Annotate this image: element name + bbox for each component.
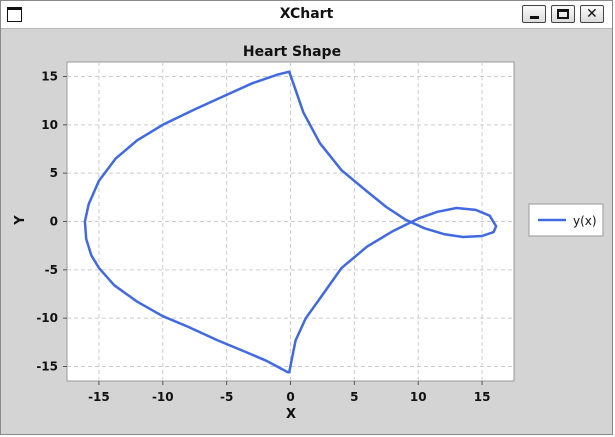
y-tick-label: -10 [36,311,58,325]
legend: y(x) [528,203,604,237]
y-tick-label: -5 [45,263,58,277]
close-button[interactable]: ✕ [580,5,604,23]
x-tick-label: -15 [88,390,110,404]
y-tick-label: -15 [36,360,58,374]
x-tick-label: -10 [152,390,174,404]
chart-panel: Heart Shape -15 -10 -5 0 5 10 15 -15 -10 -5 0 5 10 1… [13,44,604,422]
x-tick-label: 0 [286,390,294,404]
maximize-icon [557,9,569,19]
x-tick-label: 5 [350,390,358,404]
window-icon[interactable] [7,7,22,22]
x-tick-label: 15 [474,390,491,404]
title-bar[interactable]: XChart ✕ [1,1,612,29]
y-tick-label: 10 [41,118,58,132]
maximize-button[interactable] [551,5,575,23]
legend-label-y-of-x: y(x) [573,214,597,228]
y-tick-label: 5 [50,166,58,180]
chart-title: Heart Shape [243,44,341,60]
minimize-button[interactable] [522,5,546,23]
x-tick-label: -5 [220,390,233,404]
y-axis-label: Y [13,215,28,226]
grid-lines [67,62,514,381]
x-axis-ticks: -15 -10 -5 0 5 10 15 [88,381,490,404]
y-tick-label: 15 [41,70,58,84]
window-title: XChart [279,6,334,22]
minimize-icon [530,16,539,19]
y-tick-label: 0 [50,215,58,229]
x-axis-label: X [286,407,296,422]
close-icon: ✕ [586,6,598,22]
x-tick-label: 10 [410,390,427,404]
series-line-y-of-x [83,70,498,374]
y-axis-ticks: -15 -10 -5 0 5 10 15 [36,70,67,374]
